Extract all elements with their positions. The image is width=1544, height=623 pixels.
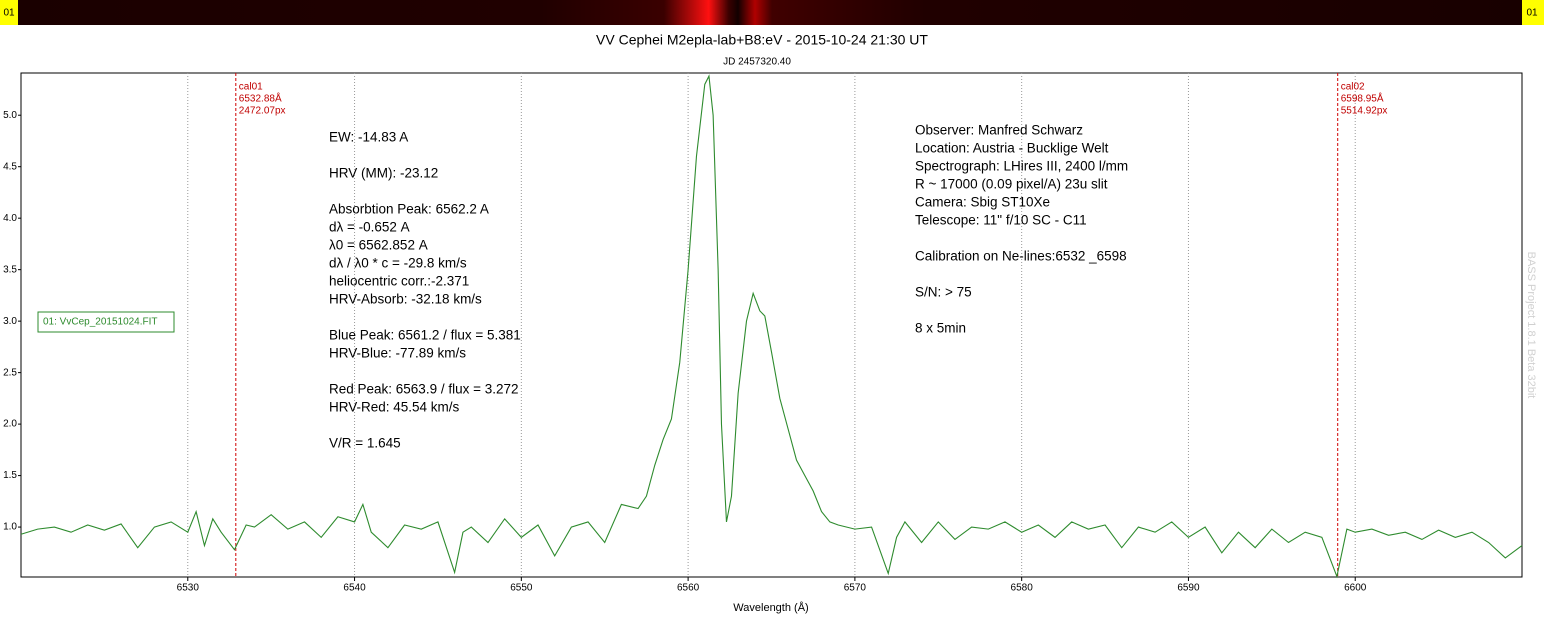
calibration-label: 5514.92px bbox=[1341, 106, 1388, 117]
spectrum-strip bbox=[0, 0, 1544, 25]
plot-frame bbox=[20, 72, 1523, 578]
info-text: 8 x 5min bbox=[915, 321, 966, 336]
y-tick-label: 2.5 bbox=[3, 367, 17, 378]
spectrum-line bbox=[20, 74, 1523, 579]
info-text: heliocentric corr.:-2.371 bbox=[329, 274, 469, 289]
x-tick-label: 6570 bbox=[844, 583, 867, 594]
strip-badge bbox=[1522, 0, 1544, 25]
strip-label: 01 bbox=[1526, 8, 1538, 19]
info-text: Camera: Sbig ST10Xe bbox=[915, 195, 1050, 210]
watermark: BASS Project 1.8.1 Beta 32bit bbox=[1525, 252, 1537, 399]
info-text: Spectrograph: LHires III, 2400 l/mm bbox=[915, 159, 1128, 174]
legend-box bbox=[37, 311, 175, 333]
info-text: HRV-Blue: -77.89 km/s bbox=[329, 346, 466, 361]
info-text: HRV (MM): -23.12 bbox=[329, 166, 438, 181]
y-tick-label: 2.0 bbox=[3, 419, 17, 430]
x-tick-label: 6530 bbox=[177, 583, 200, 594]
info-text: Absorbtion Peak: 6562.2 A bbox=[329, 202, 489, 217]
x-tick-label: 6580 bbox=[1011, 583, 1034, 594]
info-text: Location: Austria - Bucklige Welt bbox=[915, 141, 1109, 156]
y-tick-label: 1.0 bbox=[3, 522, 17, 533]
info-text: λ0 = 6562.852 A bbox=[329, 238, 428, 253]
info-text: S/N: > 75 bbox=[915, 285, 972, 300]
info-text: dλ / λ0 * c = -29.8 km/s bbox=[329, 256, 467, 271]
chart-subtitle: JD 2457320.40 bbox=[723, 57, 791, 68]
chart-title: VV Cephei M2epla-lab+B8:eV - 2015-10-24 … bbox=[596, 32, 928, 48]
info-text: Red Peak: 6563.9 / flux = 3.272 bbox=[329, 382, 519, 397]
y-tick-label: 4.5 bbox=[3, 161, 17, 172]
calibration-label: 6598.95Å bbox=[1341, 92, 1384, 105]
calibration-label: 2472.07px bbox=[239, 106, 286, 117]
y-tick-label: 5.0 bbox=[3, 110, 17, 121]
info-text: EW: -14.83 A bbox=[329, 130, 408, 145]
info-text: dλ = -0.652 A bbox=[329, 220, 410, 235]
info-text: Calibration on Ne-lines:6532 _6598 bbox=[915, 249, 1127, 264]
y-tick-label: 4.0 bbox=[3, 213, 17, 224]
info-text: HRV-Red: 45.54 km/s bbox=[329, 400, 460, 415]
calibration-label: 6532.88Å bbox=[239, 92, 282, 105]
legend-label: 01: VvCep_20151024.FIT bbox=[43, 317, 158, 328]
info-text: Blue Peak: 6561.2 / flux = 5.381 bbox=[329, 328, 521, 343]
x-tick-label: 6560 bbox=[677, 583, 700, 594]
x-axis-label: Wavelength (Å) bbox=[733, 601, 808, 614]
x-tick-label: 6540 bbox=[343, 583, 366, 594]
x-tick-label: 6550 bbox=[510, 583, 533, 594]
info-text: R ~ 17000 (0.09 pixel/A) 23u slit bbox=[915, 177, 1108, 192]
calibration-label: cal01 bbox=[239, 82, 263, 93]
x-tick-label: 6600 bbox=[1344, 583, 1367, 594]
info-text: Observer: Manfred Schwarz bbox=[915, 123, 1083, 138]
info-text: V/R = 1.645 bbox=[329, 436, 401, 451]
x-tick-label: 6590 bbox=[1177, 583, 1200, 594]
info-text: HRV-Absorb: -32.18 km/s bbox=[329, 292, 482, 307]
calibration-label: cal02 bbox=[1341, 82, 1365, 93]
y-tick-label: 3.5 bbox=[3, 264, 17, 275]
strip-label: 01 bbox=[3, 8, 15, 19]
y-tick-label: 3.0 bbox=[3, 316, 17, 327]
strip-badge bbox=[0, 0, 18, 25]
y-tick-label: 1.5 bbox=[3, 470, 17, 481]
info-text: Telescope: 11" f/10 SC - C11 bbox=[915, 213, 1087, 228]
